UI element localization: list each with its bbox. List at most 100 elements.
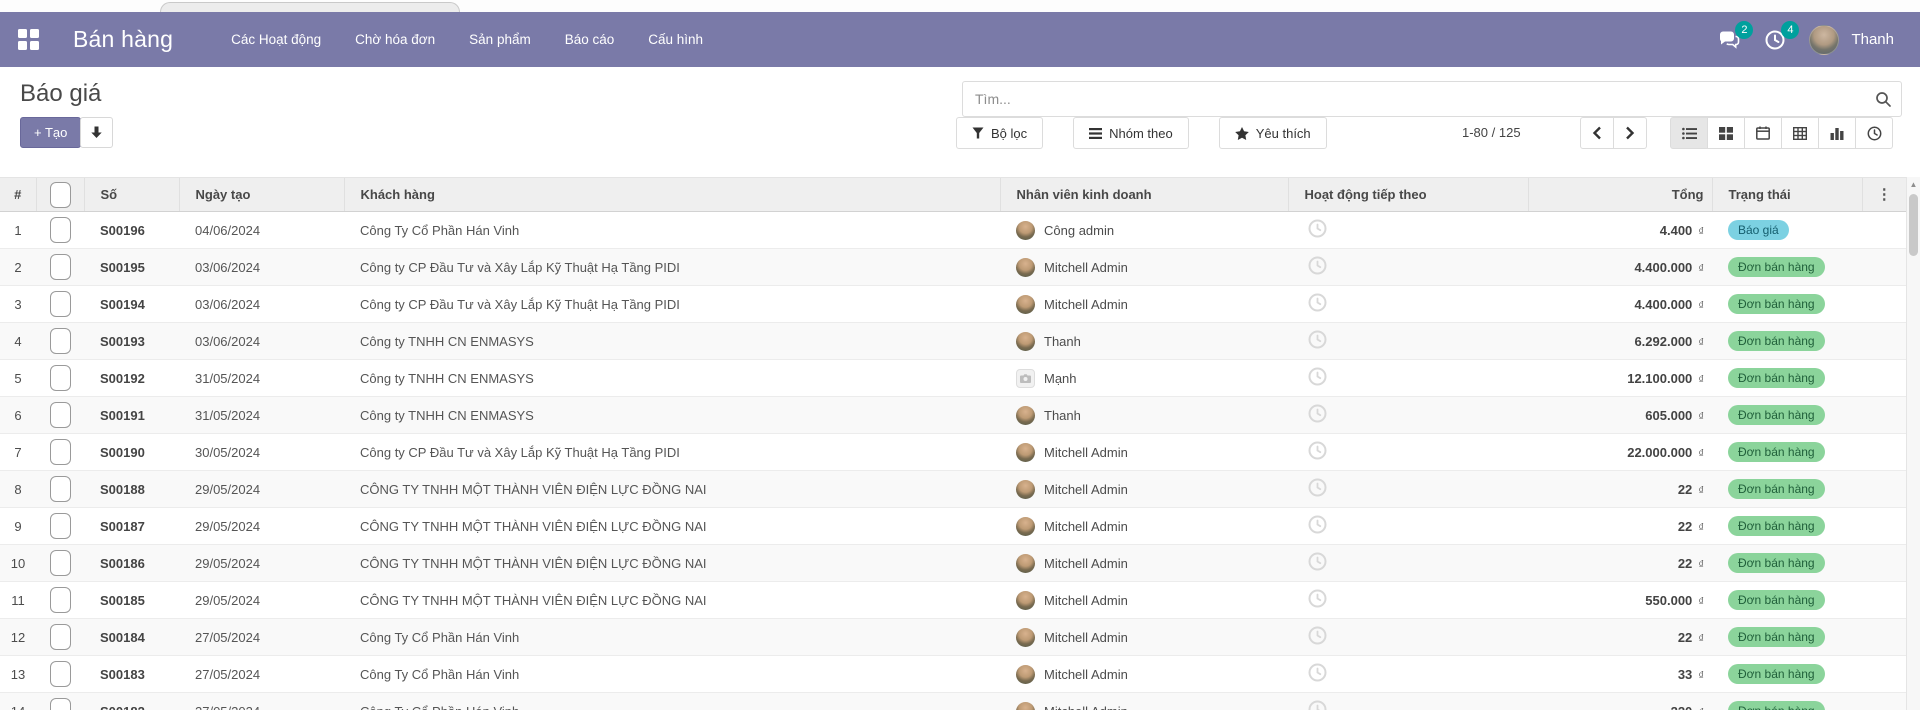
column-header-reference[interactable]: Số [83,177,179,212]
schedule-activity-icon[interactable] [1308,219,1327,241]
table-row[interactable]: 7 S00190 30/05/2024 Công ty CP Đầu Tư và… [0,433,1906,471]
schedule-activity-icon[interactable] [1308,515,1327,537]
scrollbar-thumb[interactable] [1909,194,1918,256]
schedule-activity-icon[interactable] [1308,552,1327,574]
schedule-activity-icon[interactable] [1308,367,1327,389]
table-row[interactable]: 3 S00194 03/06/2024 Công ty CP Đầu Tư và… [0,285,1906,323]
customer-name: Công ty TNHH CN ENMASYS [360,333,534,349]
currency-sign: ₫ [1695,707,1704,710]
column-header-total[interactable]: Tổng [1527,177,1712,212]
calendar-view-button[interactable] [1744,117,1782,149]
column-header-customer[interactable]: Khách hàng [343,177,1000,212]
row-checkbox[interactable] [49,513,71,539]
table-row[interactable]: 8 S00188 29/05/2024 CÔNG TY TNHH MỘT THÀ… [0,470,1906,508]
row-checkbox[interactable] [49,698,71,710]
kanban-view-button[interactable] [1707,117,1745,149]
menu-item-reporting[interactable]: Báo cáo [564,32,615,47]
table-row[interactable]: 10 S00186 29/05/2024 CÔNG TY TNHH MỘT TH… [0,544,1906,582]
table-row[interactable]: 14 S00182 27/05/2024 Công Ty Cổ Phần Hán… [0,692,1906,710]
row-checkbox[interactable] [49,439,71,465]
messages-icon[interactable]: 2 [1717,20,1754,52]
next-activity-cell [1288,692,1528,710]
export-button[interactable] [80,117,113,148]
row-checkbox[interactable] [49,328,71,354]
apps-menu-icon[interactable] [18,29,39,50]
row-checkbox[interactable] [49,402,71,428]
pager [1580,117,1647,149]
select-all-checkbox[interactable] [49,181,71,208]
activity-clock-icon [1867,126,1881,140]
next-activity-cell [1288,470,1528,508]
salesperson-avatar [1016,701,1035,710]
table-row[interactable]: 4 S00193 03/06/2024 Công ty TNHH CN ENMA… [0,322,1906,360]
pivot-view-button[interactable] [1781,117,1819,149]
column-header-next-activity[interactable]: Hoạt động tiếp theo [1287,177,1528,212]
favorites-button[interactable]: Yêu thích [1218,117,1327,149]
next-activity-cell [1288,618,1528,656]
row-index: 7 [0,433,36,471]
table-row[interactable]: 1 S00196 04/06/2024 Công Ty Cổ Phần Hán … [0,211,1906,249]
schedule-activity-icon[interactable] [1308,663,1327,685]
column-header-date[interactable]: Ngày tạo [178,177,344,212]
search-button[interactable] [1865,82,1901,116]
row-checkbox[interactable] [49,365,71,391]
salesperson-cell: Mitchell Admin [1000,507,1288,545]
status-cell: Đơn bán hàng [1712,655,1862,693]
row-checkbox[interactable] [49,291,71,317]
row-spacer-cell [1862,655,1906,693]
row-checkbox[interactable] [49,661,71,687]
table-row[interactable]: 11 S00185 29/05/2024 CÔNG TY TNHH MỘT TH… [0,581,1906,619]
schedule-activity-icon[interactable] [1308,589,1327,611]
creation-date: 27/05/2024 [195,704,260,710]
scrollbar-up-arrow[interactable]: ▲ [1909,180,1918,189]
creation-date-cell: 29/05/2024 [179,581,344,619]
schedule-activity-icon[interactable] [1308,330,1327,352]
row-checkbox[interactable] [49,217,71,243]
user-avatar[interactable] [1809,24,1840,55]
schedule-activity-icon[interactable] [1308,404,1327,426]
activities-icon[interactable]: 4 [1763,20,1800,52]
pager-previous-button[interactable] [1580,117,1614,149]
filters-button[interactable]: Bộ lọc [956,117,1044,149]
row-checkbox[interactable] [49,254,71,280]
row-select-cell [36,692,84,710]
group-by-button[interactable]: Nhóm theo [1073,117,1189,149]
table-row[interactable]: 5 S00192 31/05/2024 Công ty TNHH CN ENMA… [0,359,1906,397]
quotations-list: # Số Ngày tạo Khách hàng Nhân viên kinh … [0,177,1906,710]
camera-placeholder-icon [1020,373,1031,383]
menu-item-configuration[interactable]: Cấu hình [648,32,704,47]
user-name[interactable]: Thanh [1851,31,1894,48]
table-row[interactable]: 9 S00187 29/05/2024 CÔNG TY TNHH MỘT THÀ… [0,507,1906,545]
table-row[interactable]: 13 S00183 27/05/2024 Công Ty Cổ Phần Hán… [0,655,1906,693]
create-button[interactable]: + Tạo [20,117,82,148]
activity-view-button[interactable] [1855,117,1893,149]
table-row[interactable]: 2 S00195 03/06/2024 Công ty CP Đầu Tư và… [0,248,1906,286]
schedule-activity-icon[interactable] [1308,441,1327,463]
row-checkbox[interactable] [49,550,71,576]
column-header-salesperson[interactable]: Nhân viên kinh doanh [999,177,1288,212]
customer-cell: Công ty TNHH CN ENMASYS [344,322,1000,360]
total-cell: 4.400.000 ₫ [1528,285,1712,323]
menu-item-to-invoice[interactable]: Chờ hóa đơn [355,32,436,47]
list-view-button[interactable] [1670,117,1708,149]
menu-item-products[interactable]: Sản phẩm [469,32,531,47]
menu-item-activities[interactable]: Các Hoạt động [231,32,322,47]
row-checkbox[interactable] [49,476,71,502]
schedule-activity-icon[interactable] [1308,256,1327,278]
table-row[interactable]: 6 S00191 31/05/2024 Công ty TNHH CN ENMA… [0,396,1906,434]
table-scrollbar[interactable]: ▲ [1906,177,1920,710]
optional-columns-toggle-icon[interactable]: ⋮ [1876,186,1892,203]
schedule-activity-icon[interactable] [1308,700,1327,710]
total-amount: 605.000 [1645,407,1693,423]
app-title[interactable]: Bán hàng [73,26,174,52]
schedule-activity-icon[interactable] [1308,478,1327,500]
column-header-status[interactable]: Trạng thái [1711,177,1862,212]
row-checkbox[interactable] [49,587,71,613]
pager-next-button[interactable] [1613,117,1647,149]
table-row[interactable]: 12 S00184 27/05/2024 Công Ty Cổ Phần Hán… [0,618,1906,656]
search-input[interactable] [963,91,1865,107]
schedule-activity-icon[interactable] [1308,293,1327,315]
row-checkbox[interactable] [49,624,71,650]
graph-view-button[interactable] [1818,117,1856,149]
schedule-activity-icon[interactable] [1308,626,1327,648]
